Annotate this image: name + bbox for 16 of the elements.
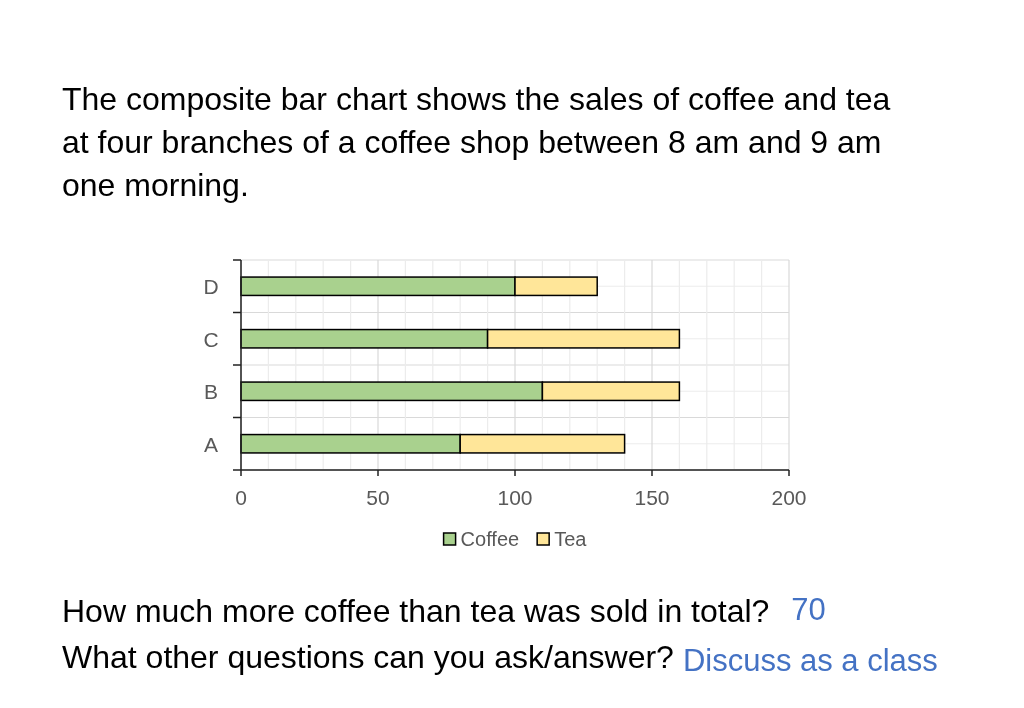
x-tick-label: 50 (366, 486, 390, 509)
x-tick-label: 200 (771, 486, 807, 509)
y-tick-label: D (203, 275, 219, 299)
y-tick-label: C (203, 327, 219, 351)
text: How much more coffee than tea was sold in total? (62, 593, 770, 629)
text: What other questions can you ask/answer? (62, 639, 674, 675)
legend-label: Coffee (460, 528, 520, 550)
text: Discuss as a class (682, 643, 938, 678)
chart-title: The composite bar chart shows the sales of coffee and tea at four branches of a coffee shop between 8 am and 9 am one morning. (62, 81, 891, 203)
x-tick-label: 100 (497, 486, 533, 509)
x-tick-label: 150 (634, 486, 670, 509)
y-tick-label: A (203, 432, 219, 456)
y-tick-label: B (203, 380, 219, 404)
legend-label: Tea (554, 528, 588, 550)
text: 70 (791, 592, 826, 627)
x-tick-label: 0 (235, 486, 247, 509)
